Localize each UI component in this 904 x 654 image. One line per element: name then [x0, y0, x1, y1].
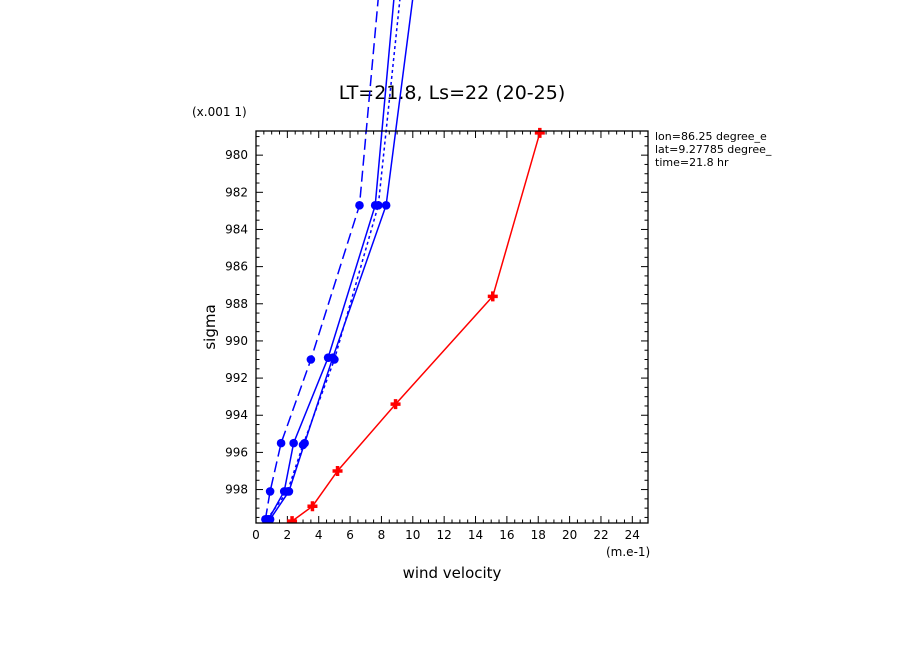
- data-point-marker: [390, 399, 401, 410]
- x-tick-label: 12: [437, 528, 452, 542]
- y-scale-label: (x.001 1): [192, 105, 247, 119]
- x-tick-label: 8: [378, 528, 386, 542]
- data-point-marker: [323, 353, 333, 362]
- y-tick-label: 982: [225, 185, 248, 199]
- data-point-marker: [534, 127, 545, 138]
- y-tick-label: 980: [225, 148, 248, 162]
- data-point-marker: [287, 516, 298, 523]
- y-tick-label: 988: [225, 297, 248, 311]
- y-tick-label: 992: [225, 371, 248, 385]
- y-tick-label: 996: [225, 445, 248, 459]
- x-tick-label: 16: [499, 528, 514, 542]
- x-tick-label: 20: [562, 528, 577, 542]
- x-tick-label: 24: [625, 528, 640, 542]
- data-point-marker: [381, 201, 391, 210]
- y-tick-label: 998: [225, 483, 248, 497]
- series-blue-dotted-line: [266, 0, 401, 520]
- data-point-marker: [264, 514, 273, 523]
- data-point-marker: [370, 201, 380, 210]
- x-tick-label: 10: [405, 528, 420, 542]
- y-axis-label: sigma: [201, 304, 219, 349]
- data-point-marker: [279, 487, 289, 496]
- data-point-marker: [487, 291, 498, 302]
- axis-ticks: 0 2 4 6 8 10 12 14 16 18 20 22 249809829849869889909…: [225, 131, 649, 542]
- data-point-marker: [265, 487, 275, 496]
- series-blue-solid-2-line: [267, 0, 395, 520]
- series-red-solid-line: [291, 132, 541, 522]
- data-point-marker: [289, 438, 298, 448]
- x-tick-label: 14: [468, 528, 483, 542]
- info-time: time=21.8 hr: [655, 156, 729, 169]
- chart-title: LT=21.8, Ls=22 (20-25): [339, 82, 566, 104]
- y-tick-label: 984: [225, 222, 248, 236]
- y-tick-label: 990: [225, 334, 248, 348]
- data-point-marker: [298, 440, 308, 450]
- series-blue-dashed-line: [264, 0, 379, 520]
- data-point-marker: [306, 355, 316, 364]
- data-point-marker: [355, 201, 364, 210]
- series-blue-dashed: [261, 0, 379, 523]
- plot-frame: [255, 130, 649, 524]
- info-lat: lat=9.27785 degree_: [655, 143, 772, 156]
- series-layer: [261, 0, 545, 523]
- x-tick-label: 6: [346, 528, 354, 542]
- x-units-label: (m.e-1): [606, 545, 650, 559]
- x-tick-label: 18: [531, 528, 546, 542]
- data-point-marker: [276, 438, 286, 448]
- y-tick-label: 986: [225, 260, 248, 274]
- x-tick-label: 4: [315, 528, 323, 542]
- info-lon: lon=86.25 degree_e: [655, 130, 767, 143]
- series-blue-solid-2: [264, 0, 395, 523]
- x-tick-label: 22: [593, 528, 608, 542]
- series-red-solid: [287, 127, 545, 523]
- series-blue-solid-line: [269, 0, 414, 520]
- x-tick-label: 0: [252, 528, 260, 542]
- y-tick-label: 994: [225, 408, 248, 422]
- x-tick-label: 2: [284, 528, 292, 542]
- data-point-marker: [332, 465, 343, 476]
- x-axis-label: wind velocity: [403, 564, 502, 582]
- series-blue-dotted: [262, 0, 401, 523]
- data-point-marker: [307, 501, 318, 512]
